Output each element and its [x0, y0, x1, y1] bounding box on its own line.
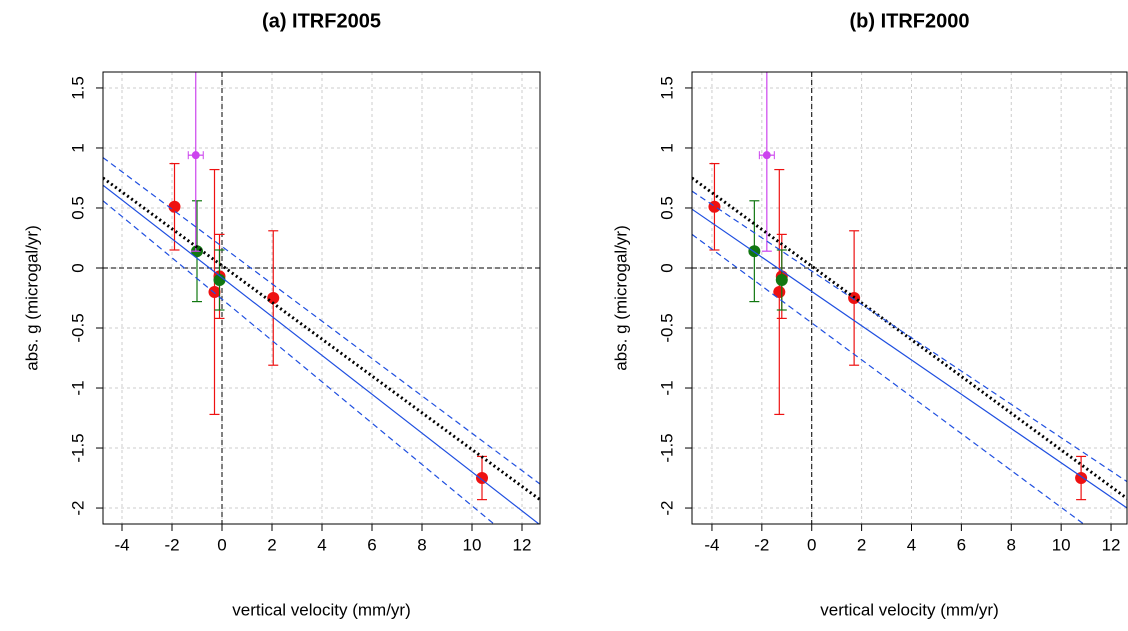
fit-line — [103, 200, 495, 524]
y-tick-label: -1 — [657, 380, 676, 395]
x-axis-label: vertical velocity (mm/yr) — [232, 600, 411, 619]
y-tick-label: 1 — [68, 143, 87, 152]
y-tick-label: 1.5 — [68, 76, 87, 100]
fit-line — [692, 176, 1127, 500]
x-tick-label: 2 — [267, 535, 276, 554]
plot-area — [692, 72, 1127, 524]
point — [267, 292, 280, 304]
y-tick-label: -1.5 — [657, 433, 676, 462]
panel: (b) ITRF2000 vertical velocity (mm/yr) abs… — [611, 10, 1128, 619]
fit-line — [692, 208, 1127, 509]
point — [191, 151, 200, 160]
y-tick-label: -1 — [68, 380, 87, 395]
y-tick-label: 0.5 — [68, 196, 87, 220]
x-tick-label: -2 — [164, 535, 179, 554]
y-tick-label: 0 — [68, 263, 87, 272]
fit-line — [692, 233, 1085, 524]
x-tick-label: 4 — [317, 535, 326, 554]
x-tick-label: -2 — [754, 535, 769, 554]
point — [708, 200, 721, 213]
y-tick-label: 0 — [657, 263, 676, 272]
chart-title: (b) ITRF2000 — [849, 10, 969, 32]
fit-line — [692, 190, 1127, 483]
y-tick-label: 0.5 — [657, 196, 676, 220]
point — [213, 273, 226, 286]
x-tick-label: 8 — [1007, 535, 1016, 554]
plot-frame — [691, 71, 1128, 525]
x-tick-label: 4 — [907, 535, 916, 554]
point — [208, 285, 221, 298]
point — [775, 273, 788, 286]
fit-line — [103, 157, 540, 485]
y-tick-label: -2 — [657, 500, 676, 515]
x-tick-label: 2 — [857, 535, 866, 554]
x-tick-label: 8 — [417, 535, 426, 554]
y-tick-label: 1 — [657, 143, 676, 152]
x-tick-label: 0 — [807, 535, 816, 554]
fit-line — [103, 184, 540, 524]
y-tick-label: -2 — [68, 500, 87, 515]
y-axis-label: abs. g (microgal/yr) — [611, 225, 630, 370]
x-tick-label: 0 — [217, 535, 226, 554]
x-tick-label: 10 — [463, 535, 482, 554]
fit-line — [103, 176, 540, 501]
chart-title: (a) ITRF2005 — [262, 10, 381, 32]
point — [476, 472, 488, 485]
x-tick-label: -4 — [114, 535, 129, 554]
point — [168, 200, 181, 213]
x-tick-label: 10 — [1052, 535, 1071, 554]
x-tick-label: 6 — [367, 535, 376, 554]
x-tick-label: -4 — [704, 535, 719, 554]
y-tick-label: -0.5 — [657, 313, 676, 342]
x-tick-label: 6 — [957, 535, 966, 554]
y-tick-label: -1.5 — [68, 433, 87, 462]
panel: (a) ITRF2005 vertical velocity (mm/yr) abs… — [22, 10, 541, 619]
x-tick-label: 12 — [513, 535, 532, 554]
y-tick-label: 1.5 — [657, 76, 676, 100]
point — [762, 151, 771, 160]
x-axis-label: vertical velocity (mm/yr) — [820, 600, 999, 619]
y-tick-label: -0.5 — [68, 313, 87, 342]
x-tick-label: 12 — [1102, 535, 1121, 554]
plot-frame — [102, 71, 541, 525]
plot-area — [103, 72, 540, 524]
y-axis-label: abs. g (microgal/yr) — [22, 225, 41, 370]
